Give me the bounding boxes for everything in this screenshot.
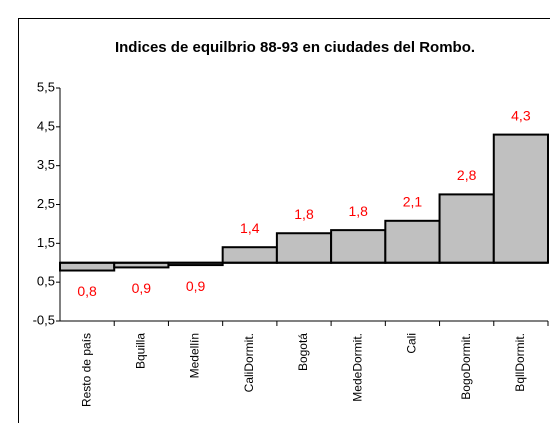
bar xyxy=(438,193,495,264)
bar xyxy=(221,246,278,264)
y-tick-label: 2,5 xyxy=(37,196,55,211)
data-label: 0,9 xyxy=(186,278,206,294)
x-tick-label: Bquilla xyxy=(134,333,148,369)
data-label: 2,8 xyxy=(457,167,477,183)
x-tick-label: CaliDormit. xyxy=(242,333,256,392)
data-label: 1,8 xyxy=(348,203,368,219)
chart-frame xyxy=(18,18,550,423)
x-tick-label: Bogotá xyxy=(296,333,310,371)
data-label: 0,9 xyxy=(132,280,152,296)
y-tick-label: 3,5 xyxy=(37,157,55,172)
y-tick-label: 4,5 xyxy=(37,118,55,133)
y-tick-label: 1,5 xyxy=(37,235,55,250)
chart-title: Indices de equilbrio 88-93 en ciudades d… xyxy=(115,39,475,56)
bar xyxy=(330,229,387,264)
y-tick-label: 0,5 xyxy=(37,274,55,289)
data-label: 4,3 xyxy=(511,107,531,123)
data-label: 1,4 xyxy=(240,220,260,236)
y-tick-label: -0,5 xyxy=(33,312,55,327)
bar xyxy=(275,232,333,264)
x-tick-label: BogoDormit. xyxy=(459,333,473,400)
x-tick-label: Medellín xyxy=(188,333,202,378)
data-label: 1,8 xyxy=(294,206,314,222)
bar xyxy=(59,261,116,272)
data-label: 0,8 xyxy=(77,283,97,299)
x-tick-label: BqllDormit. xyxy=(513,333,527,392)
y-tick-label: 5,5 xyxy=(37,79,55,94)
x-tick-label: Resto de país xyxy=(79,333,93,407)
x-tick-label: Cali xyxy=(405,333,419,354)
data-label: 2,1 xyxy=(403,194,423,210)
bar xyxy=(384,219,441,264)
x-tick-label: MedeDormit. xyxy=(350,333,364,402)
bar xyxy=(492,133,549,264)
